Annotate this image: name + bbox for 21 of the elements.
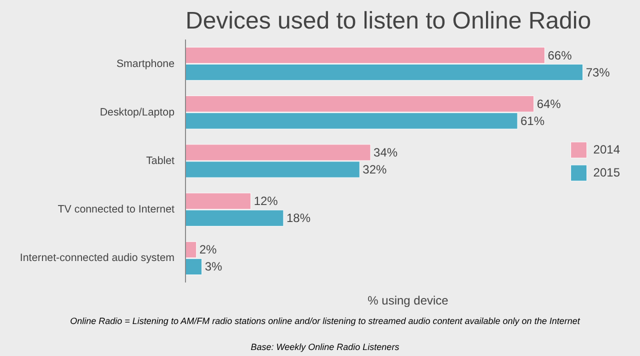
x-axis-title: % using device [368, 294, 449, 308]
data-label: 32% [362, 162, 388, 177]
text: Base: Weekly Online Radio Listeners [250, 341, 400, 354]
data-label: 2% [199, 242, 218, 257]
chart-title: Devices used to listen to Online Radio [186, 8, 592, 34]
text: Online Radio = Listening to AM/FM radio stations online and/or listening to streamed audio content available only on the Internet [70, 315, 580, 328]
y-tick-label: Tablet [146, 155, 175, 167]
legend-label: 2015 [593, 165, 620, 179]
y-tick-label: Desktop/Laptop [100, 106, 175, 118]
data-label: 12% [254, 194, 278, 208]
y-tick-label: Smartphone [116, 58, 175, 70]
data-label: 3% [204, 260, 222, 274]
data-label: 34% [374, 145, 398, 160]
data-label: 64% [536, 96, 562, 111]
data-label: 18% [286, 211, 311, 226]
data-label: 66% [548, 48, 572, 62]
data-label: 61% [520, 114, 545, 128]
y-tick-label: TV connected to Internet [58, 204, 175, 216]
y-tick-label: Internet-connected audio system [20, 252, 175, 264]
legend-label: 2014 [593, 142, 620, 156]
data-label: 73% [586, 65, 610, 80]
